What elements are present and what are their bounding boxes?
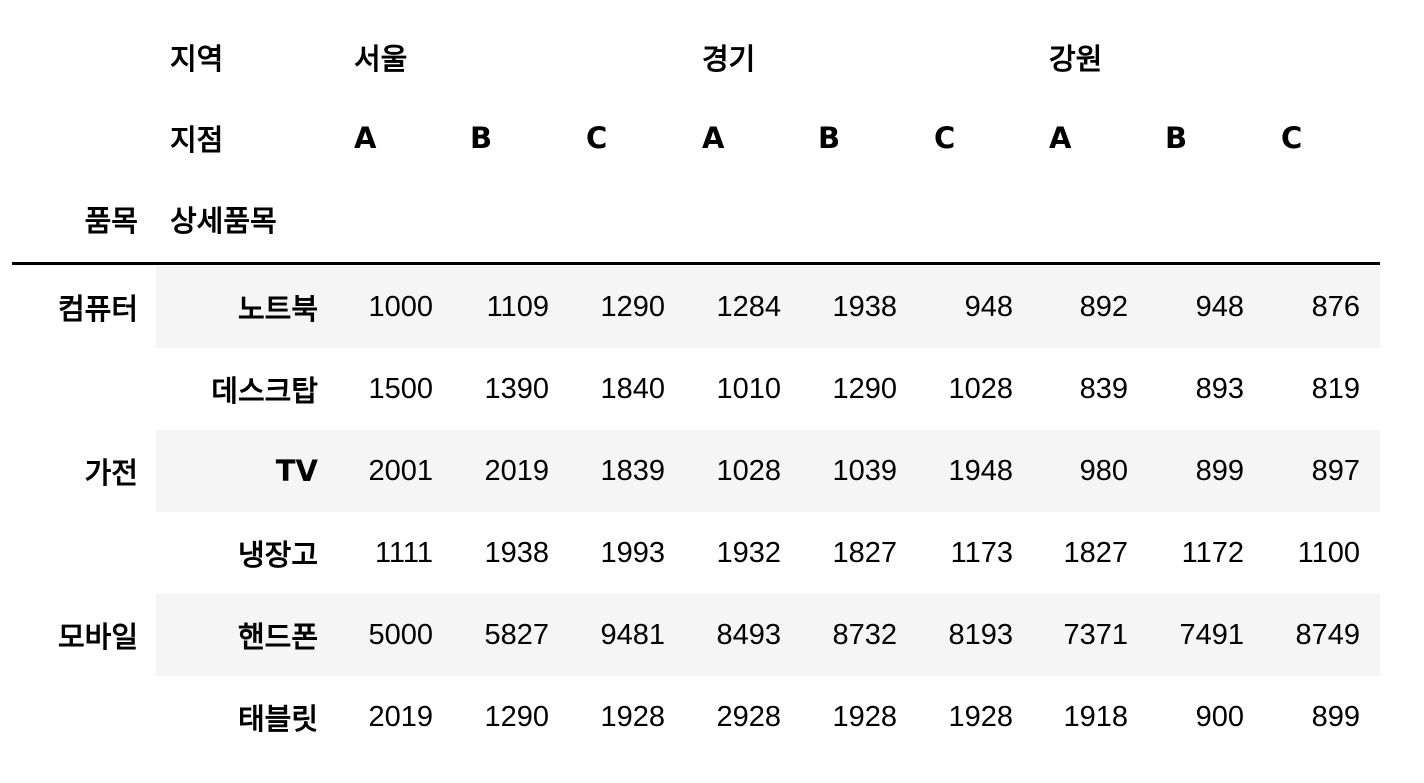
table-cell: 1993	[600, 536, 665, 569]
branch-header: B	[470, 120, 493, 155]
table-cell: 1000	[368, 290, 433, 323]
table-cell: 2928	[716, 700, 781, 733]
branch-header: C	[1281, 120, 1303, 155]
table-cell: 8749	[1295, 618, 1360, 651]
branch-header: A	[1049, 120, 1072, 155]
table-cell: 5000	[368, 618, 433, 651]
table-row: TV 2001 2019 1839 1028 1039 1948 980 899 897	[156, 430, 1380, 512]
table-cell: 1111	[374, 536, 433, 569]
table-cell: 1290	[832, 372, 897, 405]
table-cell: 1839	[600, 454, 665, 487]
table-cell: 2019	[484, 454, 549, 487]
table-cell: 819	[1311, 372, 1360, 405]
table-cell: 2019	[368, 700, 433, 733]
table-cell: 980	[1079, 454, 1128, 487]
table-cell: 892	[1079, 290, 1128, 323]
header-row-branch: 지점 A B C A B C A B C	[0, 97, 1380, 178]
table-cell: 5827	[484, 618, 549, 651]
branch-header: C	[586, 120, 608, 155]
table-cell: 1100	[1297, 536, 1360, 569]
group-label-appliance: 가전	[84, 456, 138, 490]
table-row: 태블릿 2019 1290 1928 2928 1928 1928 1918 900 899	[156, 676, 1380, 758]
category-axis-label: 품목	[84, 203, 138, 238]
group-label-computer: 컴퓨터	[57, 292, 138, 326]
table-cell: 2001	[368, 454, 433, 487]
row-item-label: TV	[275, 454, 318, 488]
region-axis-label: 지역	[170, 41, 224, 76]
table-cell: 1173	[950, 536, 1013, 569]
table-cell: 1290	[484, 700, 549, 733]
branch-header: B	[1165, 120, 1188, 155]
row-item-label: 노트북	[237, 292, 318, 326]
table-cell: 1290	[600, 290, 665, 323]
table-cell: 948	[1195, 290, 1244, 323]
branch-header: C	[934, 120, 956, 155]
detail-axis-label: 상세품목	[170, 203, 277, 238]
table-row: 냉장고 1111 1938 1993 1932 1827 1173 1827 1172 1100	[156, 512, 1380, 594]
table-cell: 893	[1195, 372, 1244, 405]
table-cell: 9481	[600, 618, 665, 651]
table-cell: 8493	[716, 618, 781, 651]
table-cell: 1948	[948, 454, 1013, 487]
table-cell: 1840	[600, 372, 665, 405]
branch-header: A	[354, 120, 377, 155]
row-item-label: 핸드폰	[237, 620, 318, 654]
table-cell: 1284	[716, 290, 781, 323]
header-divider	[12, 262, 1380, 265]
table-cell: 876	[1311, 290, 1360, 323]
branch-header: B	[818, 120, 841, 155]
row-item-label: 데스크탑	[211, 374, 318, 408]
table-cell: 899	[1195, 454, 1244, 487]
header-row-index: 품목 상세품목	[0, 178, 1380, 259]
region-header-gangwon: 강원	[1049, 41, 1103, 76]
table-cell: 7371	[1063, 618, 1128, 651]
table-cell: 1390	[484, 372, 549, 405]
group-label-mobile: 모바일	[57, 620, 138, 654]
region-header-seoul: 서울	[354, 41, 408, 76]
table-cell: 1500	[368, 372, 433, 405]
table-cell: 1938	[832, 290, 897, 323]
branch-axis-label: 지점	[170, 122, 224, 157]
table-cell: 839	[1079, 372, 1128, 405]
table-cell: 899	[1311, 700, 1360, 733]
table-cell: 1932	[716, 536, 781, 569]
table-cell: 1938	[484, 536, 549, 569]
table-cell: 1928	[832, 700, 897, 733]
table-cell: 1827	[832, 536, 897, 569]
table-cell: 8732	[832, 618, 897, 651]
row-item-label: 태블릿	[237, 702, 318, 736]
branch-header: A	[702, 120, 725, 155]
table-cell: 1028	[948, 372, 1013, 405]
table-cell: 1039	[832, 454, 897, 487]
table-cell: 1928	[600, 700, 665, 733]
table-row: 데스크탑 1500 1390 1840 1010 1290 1028 839 893 819	[156, 348, 1380, 430]
table-row: 핸드폰 5000 5827 9481 8493 8732 8193 7371 7491 8749	[156, 594, 1380, 676]
table-cell: 897	[1311, 454, 1360, 487]
table-cell: 1928	[948, 700, 1013, 733]
table-cell: 1918	[1063, 700, 1128, 733]
row-item-label: 냉장고	[237, 538, 318, 572]
table-cell: 7491	[1179, 618, 1244, 651]
table-cell: 8193	[948, 618, 1013, 651]
table-cell: 948	[964, 290, 1013, 323]
table-cell: 1172	[1181, 536, 1244, 569]
table-cell: 900	[1195, 700, 1244, 733]
header-row-region: 지역 서울 경기 강원	[0, 16, 1380, 97]
table-row: 노트북 1000 1109 1290 1284 1938 948 892 948 876	[156, 266, 1380, 348]
region-header-gyeonggi: 경기	[702, 41, 756, 76]
table-cell: 1028	[716, 454, 781, 487]
table-cell: 1010	[716, 372, 781, 405]
table-cell: 1109	[486, 290, 549, 323]
table-cell: 1827	[1063, 536, 1128, 569]
